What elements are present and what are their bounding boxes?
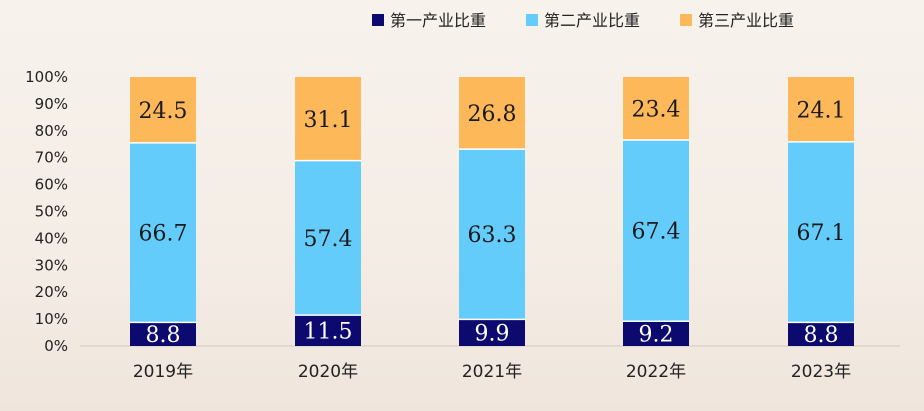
y-tick-label: 70% (35, 149, 68, 167)
legend-swatch (372, 14, 384, 26)
bar-segment (788, 141, 854, 323)
data-label: 31.1 (304, 108, 353, 133)
x-axis: 2019年 2020年 2021年 2022年 2023年 (133, 362, 851, 382)
data-label: 8.8 (804, 323, 839, 348)
bar-segment (130, 322, 196, 346)
data-label: 57.4 (304, 227, 353, 252)
y-tick-label: 100% (25, 68, 68, 86)
bar-segment (130, 142, 196, 323)
y-axis: 0% 10% 20% 30% 40% 50% 60% 70% 80% 90% 100% (25, 68, 68, 355)
y-tick-label: 20% (35, 283, 68, 301)
bar-segment (623, 321, 689, 346)
bar-segment (623, 77, 689, 140)
y-tick-label: 40% (35, 229, 68, 247)
y-tick-label: 90% (35, 95, 68, 113)
bars: 8.8 66.7 24.5 11.5 57.4 31.1 9.9 63.3 26.8 9.2 67.… (130, 77, 854, 348)
y-tick-label: 80% (35, 122, 68, 140)
data-label: 24.5 (139, 99, 188, 124)
y-tick-label: 10% (35, 310, 68, 328)
x-tick-label: 2019年 (133, 362, 193, 382)
legend-swatch (526, 14, 538, 26)
data-label: 67.1 (797, 221, 846, 246)
bar-segment (295, 315, 361, 346)
x-tick-label: 2022年 (626, 362, 686, 382)
y-tick-label: 30% (35, 256, 68, 274)
legend-swatch (680, 14, 692, 26)
data-label: 9.9 (475, 322, 510, 347)
data-label: 24.1 (797, 98, 846, 123)
legend-label: 第一产业比重 (390, 11, 486, 30)
bar-segment (788, 322, 854, 346)
legend: 第一产业比重 第二产业比重 第三产业比重 (372, 11, 794, 30)
legend-label: 第三产业比重 (698, 11, 794, 30)
x-tick-label: 2023年 (791, 362, 851, 382)
bar-segment (623, 139, 689, 322)
data-label: 67.4 (632, 220, 681, 245)
data-label: 11.5 (304, 320, 353, 345)
bar-segment (295, 77, 361, 161)
bar-segment (295, 160, 361, 316)
y-tick-label: 50% (35, 203, 68, 221)
data-label: 23.4 (632, 97, 681, 122)
y-tick-label: 60% (35, 176, 68, 194)
data-label: 63.3 (468, 223, 517, 248)
bar-segment (788, 77, 854, 142)
x-tick-label: 2021年 (462, 362, 522, 382)
data-label: 9.2 (639, 323, 674, 348)
data-label: 26.8 (468, 102, 517, 127)
bar-segment (459, 149, 525, 320)
bar-segment (459, 77, 525, 150)
y-tick-label: 0% (44, 337, 68, 355)
bar-segment (459, 319, 525, 346)
bar-segment (130, 77, 196, 143)
data-label: 8.8 (146, 323, 181, 348)
x-tick-label: 2020年 (298, 362, 358, 382)
data-label: 66.7 (139, 222, 188, 247)
legend-label: 第二产业比重 (544, 11, 640, 30)
